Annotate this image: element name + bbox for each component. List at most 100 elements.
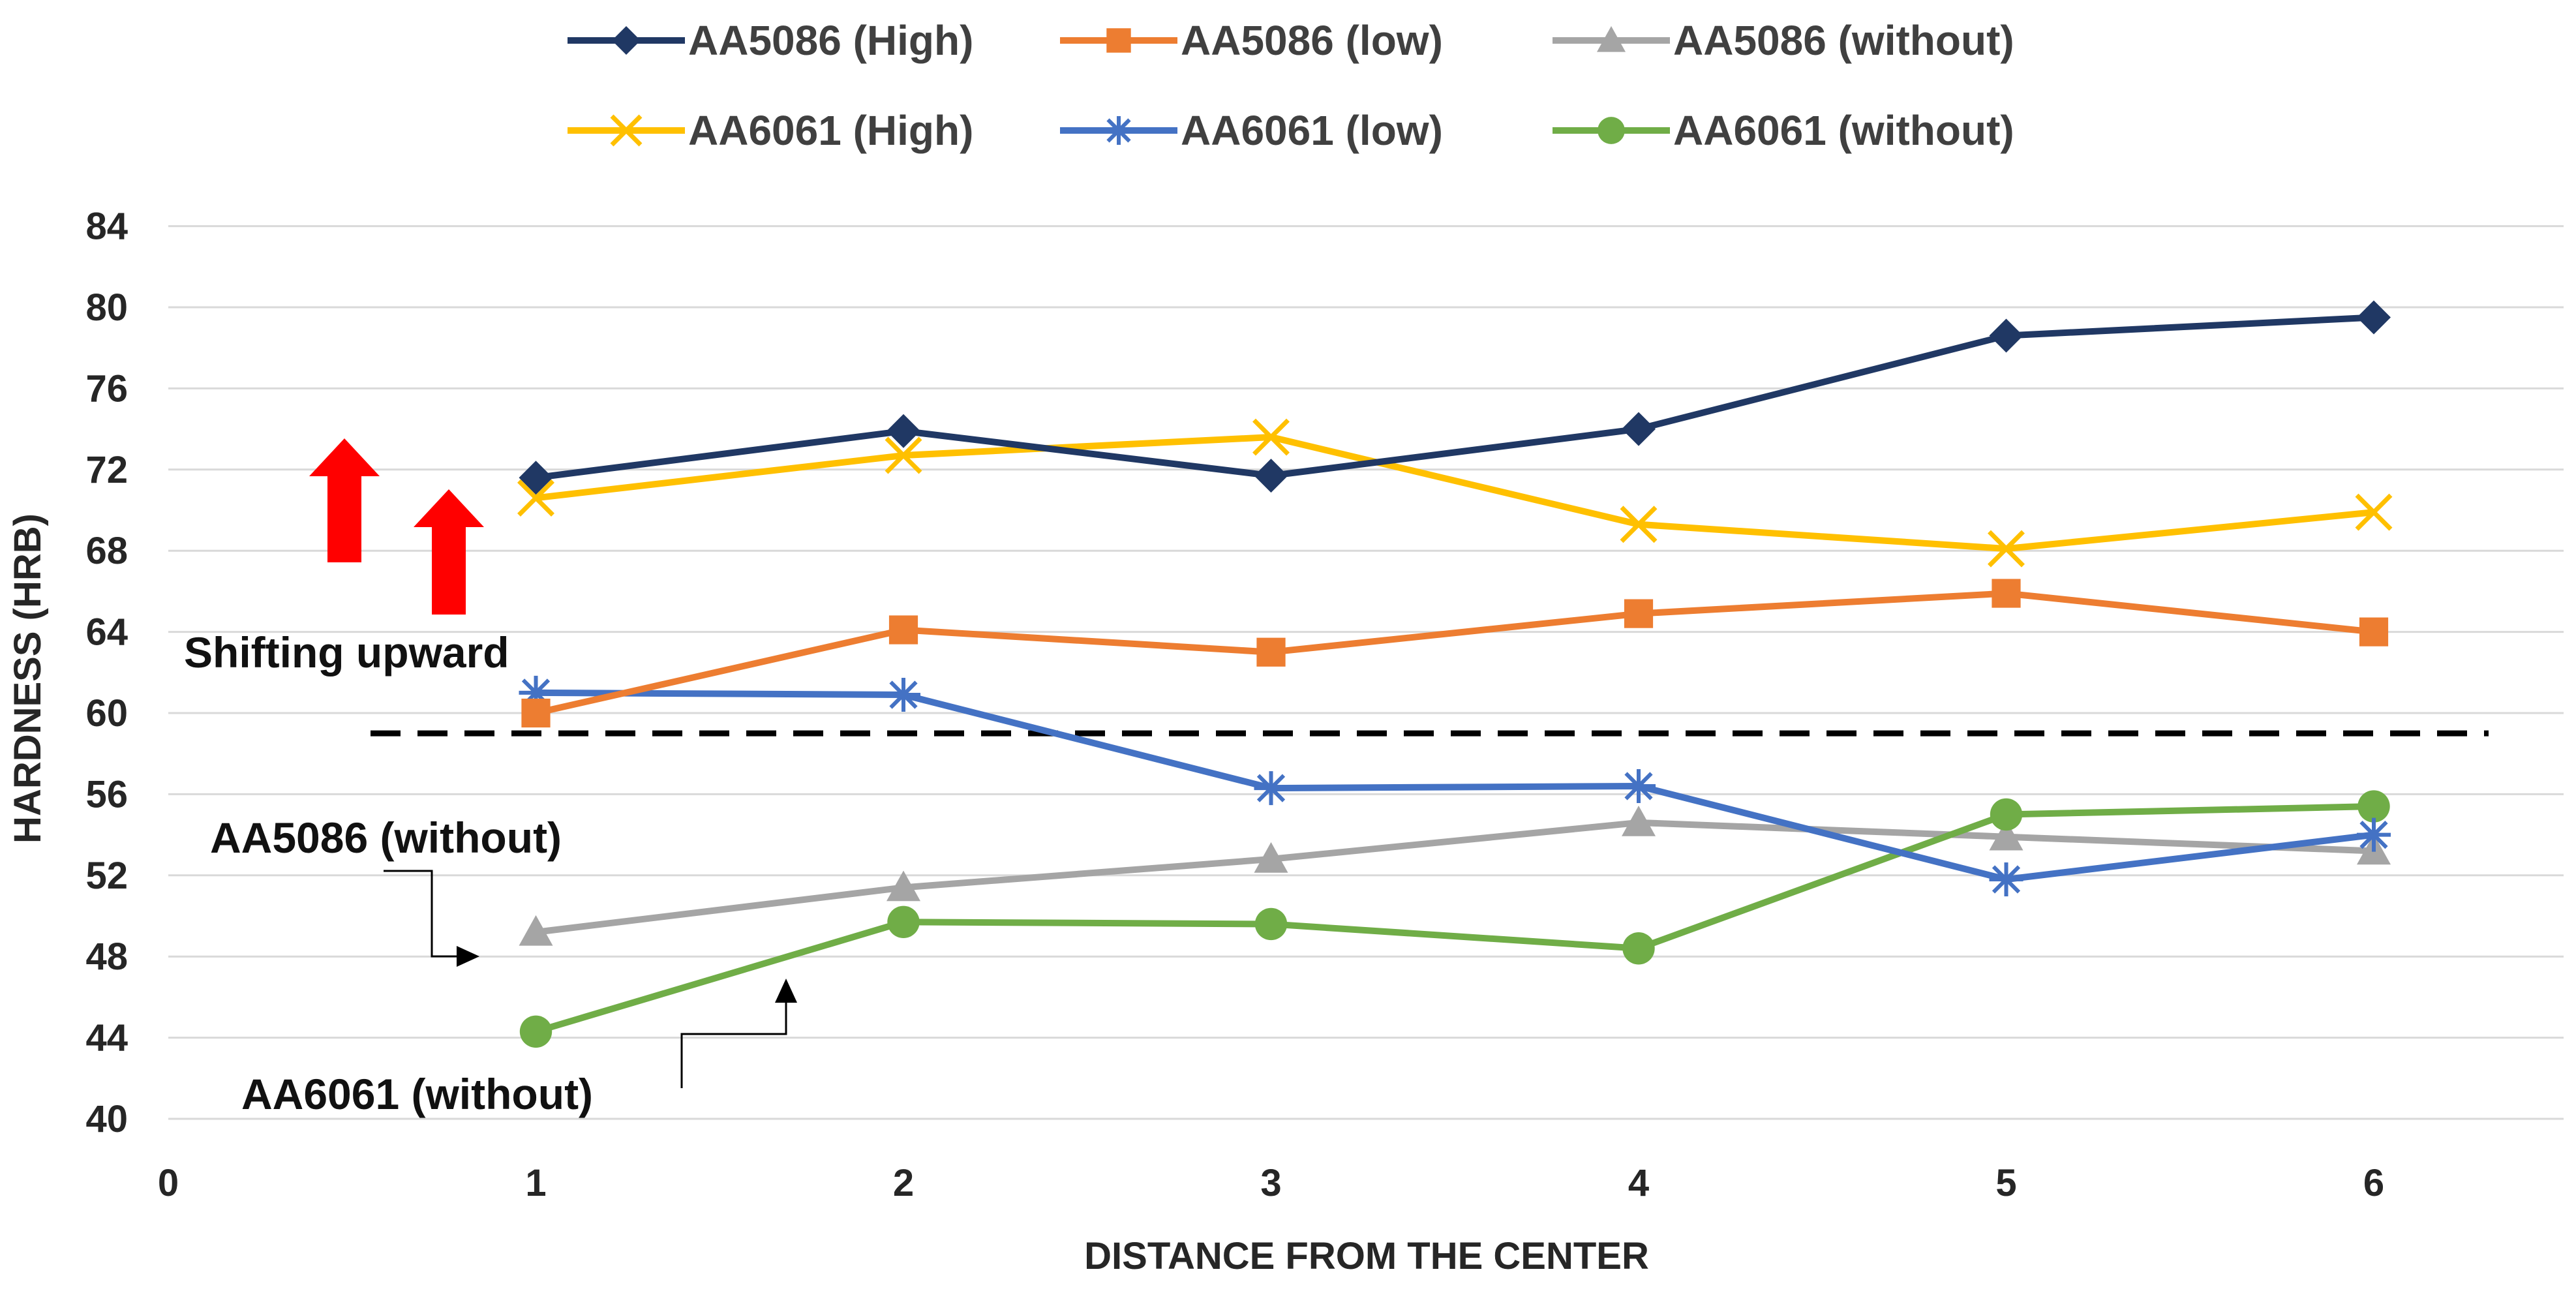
series-line-aa5086-low — [535, 590, 2374, 716]
y-tick-label: 80 — [85, 286, 128, 329]
legend-label: AA6061 (High) — [688, 107, 973, 154]
series-aa6061-without — [519, 790, 2390, 1048]
y-axis-title: HARDNESS (HRB) — [7, 513, 49, 844]
x-tick-label: 4 — [1628, 1162, 1649, 1204]
data-point-aa6061-high — [1988, 530, 2025, 568]
series-aa5086-low — [521, 579, 2389, 728]
legend-swatch-marker — [1598, 117, 1625, 144]
callout-line-aa6061 — [680, 1003, 787, 1088]
series-line-aa5086-high — [535, 314, 2374, 481]
data-point-aa6061-low — [519, 675, 553, 710]
callout-arrowhead-icon — [457, 946, 479, 967]
gridlines — [168, 225, 2564, 1039]
data-point-aa6061-without — [1622, 932, 1655, 965]
legend-label: AA5086 (without) — [1673, 17, 2014, 64]
data-point-aa5086-without — [1254, 842, 1288, 873]
x-tick-label: 5 — [1995, 1162, 2016, 1204]
data-point-aa5086-without — [886, 870, 920, 902]
x-tick-label: 3 — [1260, 1162, 1281, 1204]
data-point-aa6061-low — [1989, 862, 2023, 897]
data-point-aa6061-low — [1254, 771, 1288, 806]
data-point-aa5086-low — [1624, 599, 1654, 628]
data-point-aa5086-high — [1989, 318, 2023, 353]
annotations — [309, 438, 797, 1088]
data-point-aa5086-high — [519, 461, 553, 495]
legend-entry: AA5086 (without) — [1553, 17, 2014, 64]
callout-line-aa5086 — [384, 870, 457, 958]
legend-entry: AA6061 (without) — [1553, 107, 2014, 154]
y-tick-label: 56 — [85, 773, 128, 815]
series-line-aa6061-low — [536, 689, 2374, 883]
data-point-aa5086-low — [1256, 637, 1286, 667]
x-axis-title: DISTANCE FROM THE CENTER — [1084, 1235, 1649, 1277]
data-point-aa6061-low — [886, 678, 920, 712]
data-point-aa5086-low — [521, 698, 551, 728]
data-point-aa5086-without — [519, 915, 553, 946]
data-point-aa5086-low — [2359, 617, 2389, 646]
data-point-aa5086-without — [1622, 805, 1656, 836]
data-point-aa6061-without — [887, 905, 920, 939]
x-tick-label: 2 — [893, 1162, 914, 1204]
legend-swatch-marker — [1106, 28, 1131, 53]
data-point-aa6061-low — [1622, 768, 1656, 803]
legend-swatch-marker — [610, 114, 643, 147]
data-point-aa6061-low — [2357, 817, 2391, 852]
data-point-aa6061-high — [517, 479, 554, 517]
y-tick-label: 52 — [85, 855, 128, 897]
y-tick-label: 68 — [85, 530, 128, 572]
y-tick-label: 44 — [85, 1017, 128, 1059]
y-tick-label: 72 — [85, 449, 128, 491]
callout-arrowhead-icon — [775, 979, 797, 1003]
y-tick-label: 40 — [85, 1098, 128, 1140]
data-point-aa5086-high — [886, 414, 920, 448]
data-point-aa5086-high — [2357, 300, 2391, 335]
data-point-aa6061-high — [2355, 493, 2393, 531]
legend-entry: AA5086 (low) — [1060, 17, 1443, 64]
x-tick-label: 0 — [158, 1162, 179, 1204]
series-group — [517, 300, 2393, 1048]
data-point-aa6061-without — [1254, 907, 1288, 941]
data-point-aa5086-without — [1989, 819, 2023, 851]
data-point-aa6061-high — [1620, 506, 1658, 543]
x-tick-label: 1 — [525, 1162, 546, 1204]
series-aa5086-high — [519, 300, 2391, 495]
series-aa5086-without — [519, 805, 2391, 946]
data-point-aa5086-low — [1992, 579, 2021, 608]
series-aa6061-high — [517, 418, 2393, 568]
legend-entry: AA5086 (High) — [568, 17, 973, 64]
legend-label: AA5086 (High) — [688, 17, 973, 64]
data-point-aa6061-without — [2357, 790, 2390, 823]
y-tick-label: 64 — [85, 611, 128, 654]
legend-label: AA6061 (low) — [1181, 107, 1443, 154]
y-tick-label: 76 — [85, 367, 128, 410]
x-tick-label: 6 — [2363, 1162, 2384, 1204]
legend-label: AA5086 (low) — [1181, 17, 1443, 64]
legend-swatch-marker — [1104, 116, 1133, 145]
shifting-upward-label: Shifting upward — [184, 628, 509, 677]
data-point-aa6061-high — [1252, 418, 1290, 456]
aa5086-without-callout-label: AA5086 (without) — [210, 814, 562, 862]
y-tick-label: 84 — [85, 205, 128, 248]
y-tick-label: 48 — [85, 936, 128, 978]
data-point-aa6061-without — [519, 1015, 553, 1048]
red-up-arrow-icon — [414, 489, 484, 615]
data-point-aa5086-high — [1622, 412, 1656, 446]
series-aa6061-low — [519, 675, 2391, 897]
series-line-aa6061-high — [535, 434, 2374, 553]
aa6061-without-callout-label: AA6061 (without) — [241, 1070, 593, 1118]
legend-entry: AA6061 (low) — [1060, 107, 1443, 154]
legend: AA5086 (High) AA5086 (low) AA5086 (without… — [568, 17, 2014, 154]
legend-swatch-marker — [612, 26, 641, 55]
data-point-aa6061-without — [1990, 798, 2023, 831]
legend-entry: AA6061 (High) — [568, 107, 973, 154]
series-line-aa6061-without — [535, 803, 2374, 1035]
y-tick-label: 60 — [85, 692, 128, 735]
data-point-aa5086-high — [1254, 459, 1288, 493]
legend-label: AA6061 (without) — [1673, 107, 2014, 154]
data-point-aa5086-low — [888, 615, 918, 645]
data-point-aa6061-high — [885, 436, 922, 474]
legend-swatch-marker — [1597, 26, 1626, 52]
